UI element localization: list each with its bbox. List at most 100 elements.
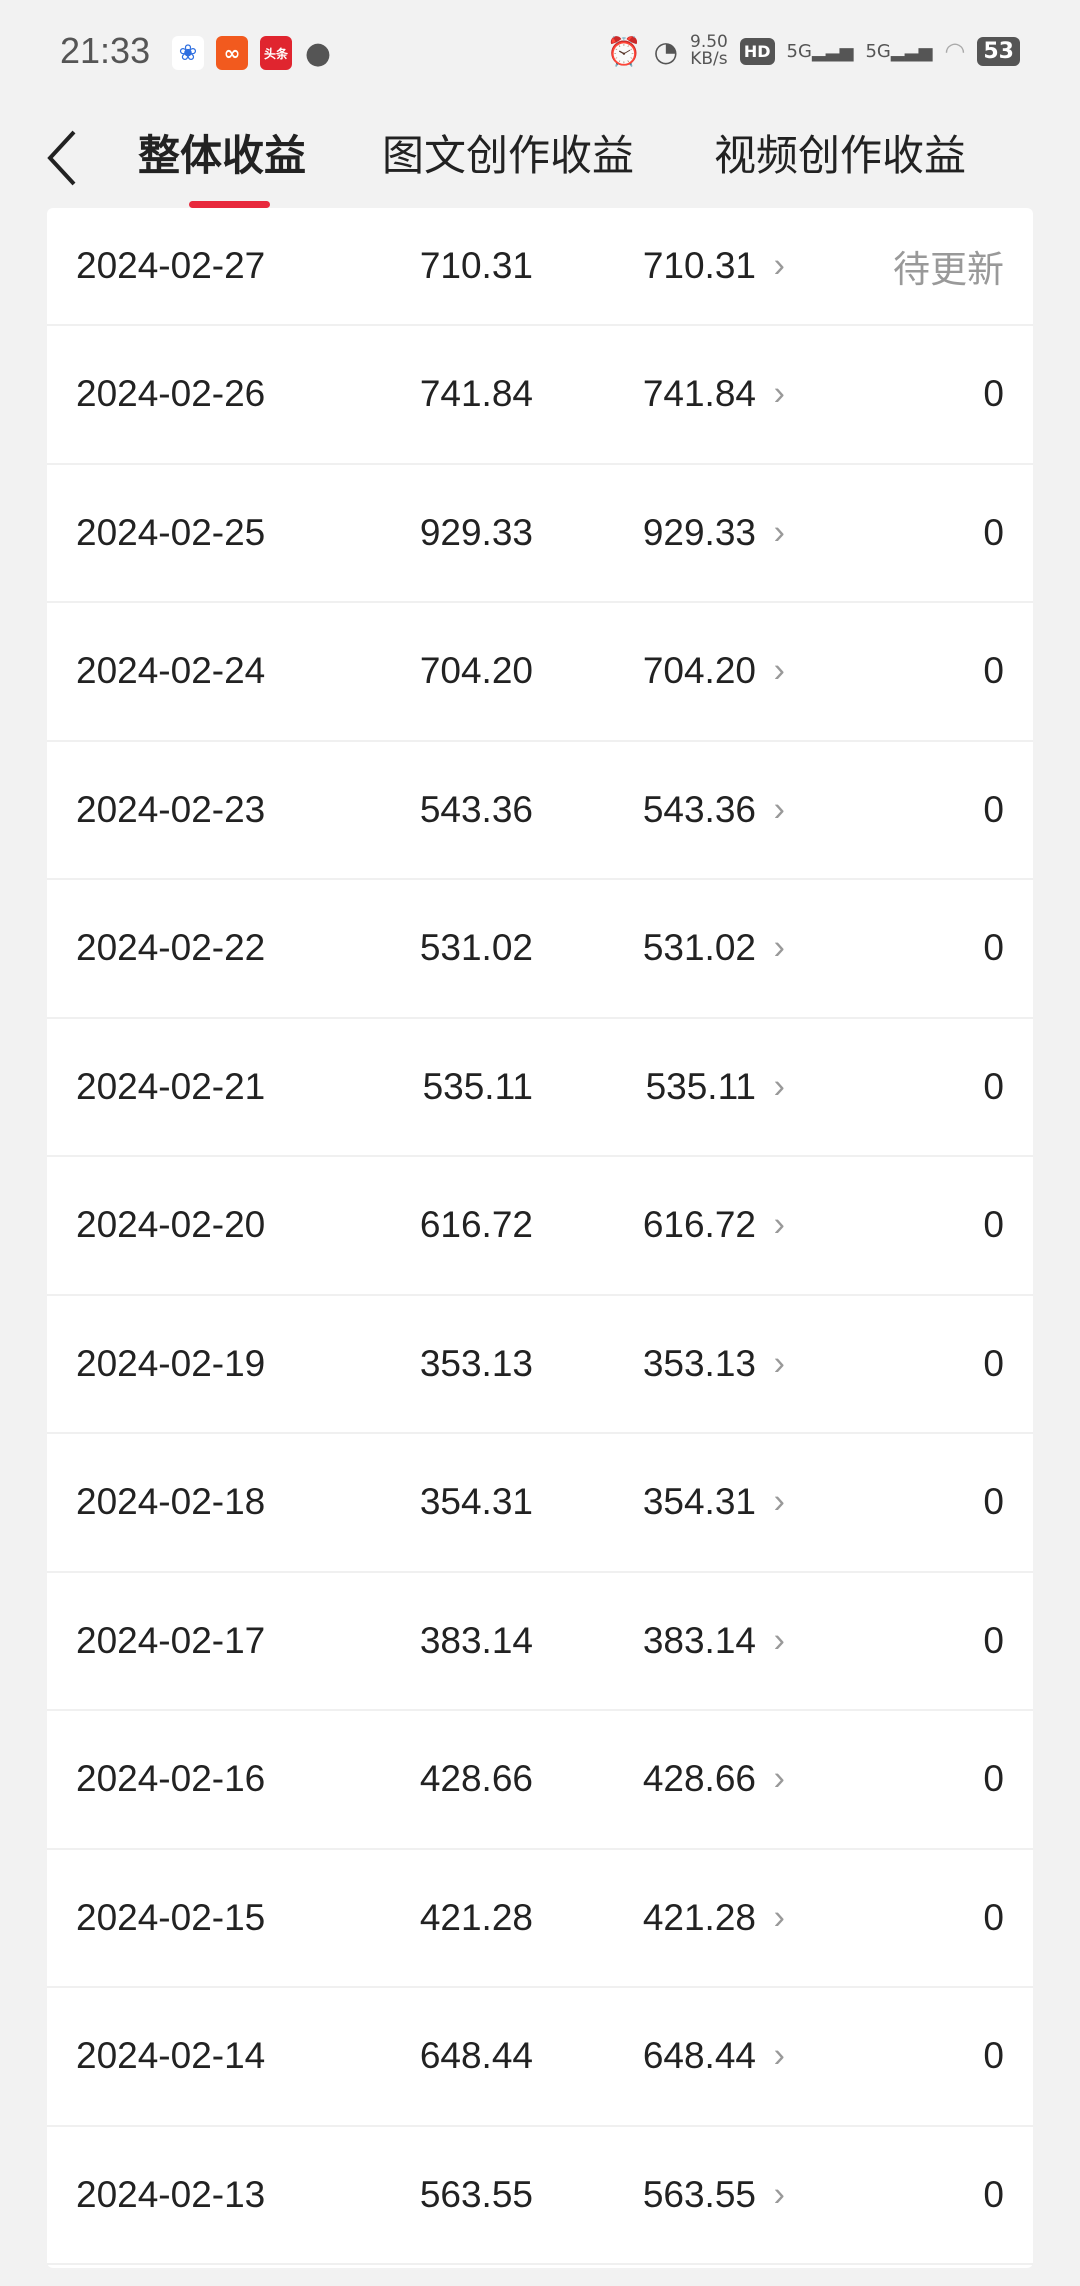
date-cell: 2024-02-20 [76,1204,266,1246]
chevron-right-icon[interactable]: › [773,1067,785,1106]
battery-icon: 53 [977,36,1020,66]
status-bar: 21:33 ❀ ∞ 头条 ● ⏰ ◔ 9.50 KB/s HD 5G▂▃▅ 5G▂… [0,0,1080,100]
wifi-icon: ◠ [944,37,966,65]
graphic-earnings-cell[interactable]: 648.44 [642,2035,756,2077]
table-row[interactable]: 2024-02-15 421.28 421.28 › 0 [47,1850,1033,1988]
total-earnings-cell: 563.55 [419,2173,533,2215]
chevron-right-icon[interactable]: › [773,1482,785,1521]
date-cell: 2024-02-16 [76,1758,266,1800]
table-row[interactable]: 2024-02-24 704.20 704.20 › 0 [47,603,1033,742]
status-time: 21:33 [60,30,151,71]
total-earnings-cell: 648.44 [419,2035,533,2077]
alarm-icon: ⏰ [606,34,642,68]
graphic-earnings-cell[interactable]: 563.55 [642,2173,756,2215]
date-cell: 2024-02-25 [76,511,266,553]
total-earnings-cell: 929.33 [419,511,533,553]
tab-overall[interactable]: 整体收益 [138,131,307,180]
chevron-right-icon[interactable]: › [773,928,785,967]
chevron-right-icon[interactable]: › [773,2036,785,2075]
graphic-earnings-cell[interactable]: 353.13 [642,1342,756,1384]
video-earnings-cell: 0 [983,1481,1004,1523]
video-earnings-cell: 0 [983,2035,1004,2077]
date-cell: 2024-02-13 [76,2173,266,2215]
chevron-right-icon[interactable]: › [773,790,785,829]
total-earnings-cell: 535.11 [422,1065,533,1107]
graphic-earnings-cell[interactable]: 929.33 [642,511,756,553]
graphic-earnings-cell[interactable]: 354.31 [642,1481,756,1523]
status-icons: ⏰ ◔ 9.50 KB/s HD 5G▂▃▅ 5G▂▃▅ ◠ 53 [607,34,1020,68]
date-cell: 2024-02-17 [76,1619,266,1661]
chevron-right-icon[interactable]: › [773,374,785,413]
date-cell: 2024-02-23 [76,788,266,830]
baidu-icon: ❀ [172,36,204,70]
total-earnings-cell: 421.28 [419,1896,533,1938]
table-row[interactable]: 2024-02-21 535.11 535.11 › 0 [47,1019,1033,1157]
graphic-earnings-cell[interactable]: 710.31 [642,245,756,286]
video-earnings-cell: 待更新 [893,249,1004,290]
table-row[interactable]: 2024-02-14 648.44 648.44 › 0 [47,1988,1033,2127]
table-row[interactable]: 2024-02-16 428.66 428.66 › 0 [47,1711,1033,1850]
graphic-earnings-cell[interactable]: 421.28 [642,1896,756,1938]
graphic-earnings-cell[interactable]: 383.14 [642,1619,756,1661]
table-row[interactable]: 2024-02-17 383.14 383.14 › 0 [47,1573,1033,1711]
total-earnings-cell: 741.84 [419,373,533,415]
date-cell: 2024-02-24 [76,650,266,692]
video-earnings-cell: 0 [983,2173,1004,2215]
table-row[interactable]: 2024-02-27 710.31 710.31 › 待更新 [47,208,1033,326]
total-earnings-cell: 616.72 [419,1204,533,1246]
total-earnings-cell: 704.20 [419,650,533,692]
network-speed: 9.50 KB/s [690,32,728,69]
graphic-earnings-cell[interactable]: 428.66 [642,1758,756,1800]
total-earnings-cell: 710.31 [419,245,533,286]
chevron-right-icon[interactable]: › [773,1898,785,1937]
chevron-right-icon[interactable]: › [773,651,785,690]
graphic-earnings-cell[interactable]: 741.84 [642,373,756,415]
table-row[interactable]: 2024-02-20 616.72 616.72 › 0 [47,1157,1033,1296]
graphic-earnings-cell[interactable]: 535.11 [645,1065,756,1107]
graphic-earnings-cell[interactable]: 616.72 [642,1204,756,1246]
graphic-earnings-cell[interactable]: 704.20 [642,650,756,692]
message-icon: ● [304,35,332,71]
graphic-earnings-cell[interactable]: 531.02 [642,927,756,969]
chevron-right-icon[interactable]: › [773,246,785,285]
chevron-right-icon[interactable]: › [773,1621,785,1660]
date-cell: 2024-02-27 [76,245,266,286]
video-earnings-cell: 0 [983,650,1004,692]
date-cell: 2024-02-22 [76,927,266,969]
table-row[interactable]: 2024-02-23 543.36 543.36 › 0 [47,742,1033,880]
video-earnings-cell: 0 [983,788,1004,830]
video-earnings-cell: 0 [983,1758,1004,1800]
date-cell: 2024-02-15 [76,1896,266,1938]
hd-icon: HD [739,37,775,65]
chevron-left-icon[interactable] [44,128,84,188]
video-earnings-cell: 0 [983,1619,1004,1661]
table-row[interactable]: 2024-02-26 741.84 741.84 › 0 [47,326,1033,465]
table-row[interactable]: 2024-02-25 929.33 929.33 › 0 [47,465,1033,603]
chevron-right-icon[interactable]: › [773,2175,785,2214]
total-earnings-cell: 383.14 [419,1619,533,1661]
chevron-right-icon[interactable]: › [773,1344,785,1383]
date-cell: 2024-02-14 [76,2035,266,2077]
video-earnings-cell: 0 [983,1065,1004,1107]
table-row[interactable]: 2024-02-18 354.31 354.31 › 0 [47,1434,1033,1573]
chevron-right-icon[interactable]: › [773,1759,785,1798]
table-row[interactable]: 2024-02-19 353.13 353.13 › 0 [47,1296,1033,1434]
date-cell: 2024-02-21 [76,1065,266,1107]
video-earnings-cell: 0 [983,1896,1004,1938]
graphic-earnings-cell[interactable]: 543.36 [642,788,756,830]
total-earnings-cell: 353.13 [419,1342,533,1384]
video-earnings-cell: 0 [983,373,1004,415]
signal-icon-2: 5G▂▃▅ [865,40,933,62]
table-row[interactable]: 2024-02-13 563.55 563.55 › 0 [47,2127,1033,2265]
signal-icon-1: 5G▂▃▅ [786,40,854,62]
date-cell: 2024-02-19 [76,1342,266,1384]
toutiao-icon: 头条 [260,36,292,70]
speedometer-icon: ◔ [653,34,679,68]
tab-video[interactable]: 视频创作收益 [714,131,967,180]
tab-graphic[interactable]: 图文创作收益 [382,131,635,180]
date-cell: 2024-02-26 [76,373,266,415]
video-earnings-cell: 0 [983,511,1004,553]
chevron-right-icon[interactable]: › [773,1205,785,1244]
table-row[interactable]: 2024-02-22 531.02 531.02 › 0 [47,880,1033,1019]
chevron-right-icon[interactable]: › [773,513,785,552]
